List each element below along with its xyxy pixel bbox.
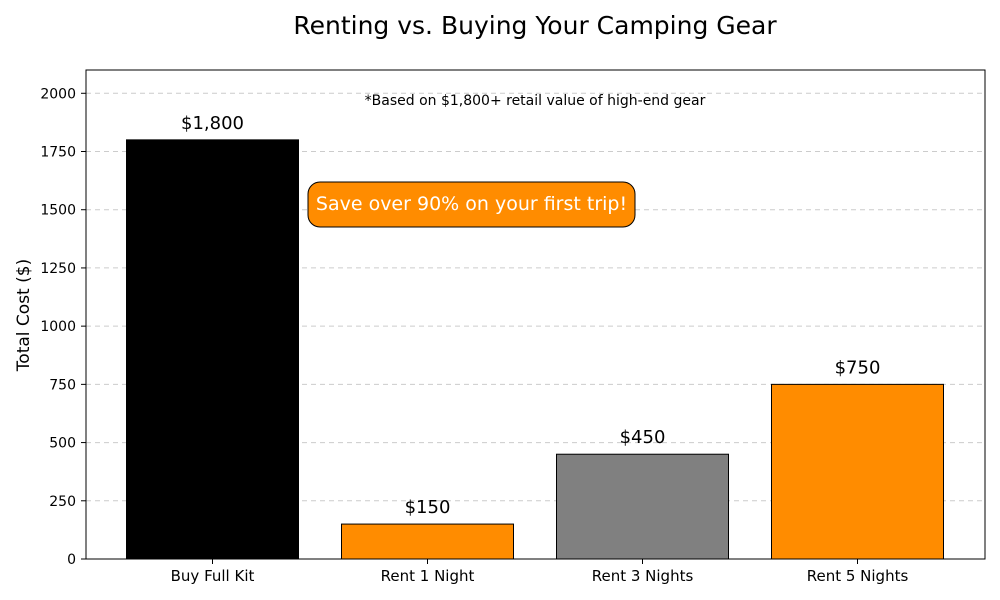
y-axis-ticks: 0 250 500 750 1000 1250 1500 1750 2000 xyxy=(40,86,86,568)
y-tick-label: 500 xyxy=(49,436,76,452)
x-tick-label: Rent 3 Nights xyxy=(592,567,694,585)
y-tick-label: 1000 xyxy=(40,319,76,335)
y-tick-label: 0 xyxy=(67,552,76,568)
y-tick-label: 250 xyxy=(49,494,76,510)
data-label: $150 xyxy=(405,497,451,518)
data-labels: $1,800 $150 $450 $750 xyxy=(181,113,880,518)
data-label: $750 xyxy=(835,357,881,378)
footnote-annotation: *Based on $1,800+ retail value of high-e… xyxy=(365,93,706,109)
bar xyxy=(341,523,514,560)
bar xyxy=(771,383,944,560)
callout-background xyxy=(307,181,636,228)
y-tick-label: 750 xyxy=(49,377,76,393)
x-tick-label: Buy Full Kit xyxy=(171,567,255,585)
callout-text: Save over 90% on your first trip! xyxy=(316,193,627,215)
y-tick-label: 2000 xyxy=(40,86,76,102)
bars xyxy=(126,139,944,560)
x-axis-ticks: Buy Full Kit Rent 1 Night Rent 3 Nights Ren… xyxy=(171,559,909,585)
y-tick-label: 1500 xyxy=(40,203,76,219)
data-label: $450 xyxy=(620,427,666,448)
y-tick-label: 1750 xyxy=(40,145,76,161)
data-label: $1,800 xyxy=(181,113,244,134)
y-tick-label: 1250 xyxy=(40,261,76,277)
callout-box: Save over 90% on your first trip! xyxy=(307,181,636,228)
bar xyxy=(556,453,729,560)
plot-frame xyxy=(85,69,986,560)
y-axis-label: Total Cost ($) xyxy=(14,259,34,372)
chart-title: Renting vs. Buying Your Camping Gear xyxy=(293,11,777,40)
x-tick-label: Rent 5 Nights xyxy=(807,567,909,585)
bar xyxy=(126,139,299,560)
x-tick-label: Rent 1 Night xyxy=(381,567,475,585)
